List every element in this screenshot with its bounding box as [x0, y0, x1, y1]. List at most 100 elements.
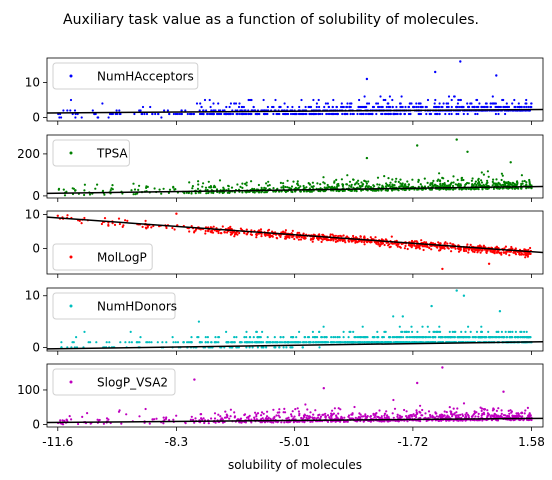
data-point — [326, 102, 329, 105]
data-point — [69, 109, 72, 112]
data-point — [386, 414, 389, 417]
data-point — [359, 341, 362, 344]
y-tick-label: 0 — [32, 189, 40, 203]
legend-marker — [69, 151, 73, 155]
data-point — [406, 180, 409, 183]
data-point — [515, 412, 518, 415]
data-point — [144, 219, 147, 222]
data-point — [464, 415, 467, 418]
data-point — [433, 330, 436, 333]
data-point — [372, 336, 375, 339]
data-point — [499, 183, 502, 186]
data-point — [304, 105, 307, 109]
data-point — [426, 325, 429, 328]
data-point — [308, 112, 311, 116]
data-point — [390, 235, 393, 238]
data-point — [386, 416, 389, 420]
data-point — [250, 421, 253, 424]
data-point — [380, 105, 383, 109]
data-point — [302, 414, 305, 417]
data-point — [227, 341, 230, 344]
data-point — [156, 341, 159, 344]
data-point — [291, 190, 294, 194]
data-point — [391, 189, 394, 192]
data-point — [188, 181, 191, 184]
data-point — [414, 414, 417, 417]
data-point — [373, 185, 376, 188]
data-point — [340, 178, 343, 181]
data-point — [528, 418, 531, 421]
data-point — [430, 188, 433, 191]
data-point — [196, 336, 199, 339]
data-point — [509, 330, 512, 333]
data-point — [453, 95, 456, 98]
data-point — [319, 112, 322, 116]
data-point — [480, 181, 484, 184]
data-point — [328, 417, 331, 420]
data-point — [471, 177, 474, 180]
data-point — [323, 237, 326, 241]
data-point — [383, 412, 386, 415]
data-point — [108, 341, 111, 344]
data-point — [284, 185, 287, 189]
data-point — [523, 179, 526, 183]
data-point — [266, 105, 269, 109]
data-point — [479, 406, 482, 409]
data-point — [327, 105, 331, 109]
data-point — [228, 105, 231, 109]
data-point — [273, 341, 277, 344]
data-point — [466, 102, 469, 105]
data-point — [262, 112, 265, 116]
legend-label: MolLogP — [97, 251, 147, 265]
data-point — [487, 330, 490, 333]
data-point — [457, 112, 460, 116]
data-point — [449, 182, 452, 185]
data-point — [443, 410, 446, 413]
data-point — [382, 336, 385, 339]
data-point — [522, 336, 526, 339]
data-point — [509, 336, 512, 339]
data-point — [102, 422, 105, 425]
data-point — [492, 102, 495, 105]
data-point — [408, 341, 411, 344]
data-point — [62, 423, 65, 426]
data-point — [342, 336, 345, 339]
data-point — [279, 336, 282, 339]
data-point — [359, 416, 362, 419]
data-point — [364, 180, 368, 183]
data-point — [457, 414, 460, 417]
data-point — [278, 411, 281, 414]
data-point — [455, 411, 458, 414]
data-point — [459, 413, 462, 416]
data-point — [476, 251, 479, 254]
data-point — [434, 70, 437, 74]
y-tick-label: 0 — [32, 340, 40, 354]
data-point — [395, 177, 398, 180]
data-point — [332, 112, 335, 116]
data-point — [389, 245, 392, 248]
data-point — [227, 227, 230, 230]
data-point — [455, 112, 458, 116]
data-point — [462, 402, 466, 405]
data-point — [516, 336, 519, 339]
data-point — [470, 187, 473, 191]
data-point — [68, 415, 71, 418]
data-point — [489, 250, 492, 253]
data-point — [145, 112, 149, 116]
data-point — [228, 417, 231, 420]
data-point — [494, 182, 498, 185]
data-point — [399, 182, 402, 185]
data-point — [480, 179, 483, 182]
data-point — [175, 212, 178, 215]
data-point — [505, 336, 508, 339]
data-point — [349, 102, 352, 105]
data-point — [441, 267, 444, 271]
data-point — [429, 183, 432, 187]
data-point — [492, 408, 495, 411]
data-point — [457, 250, 461, 253]
data-point — [272, 417, 275, 420]
data-point — [382, 98, 385, 102]
data-point — [418, 247, 421, 250]
data-point — [271, 230, 274, 233]
